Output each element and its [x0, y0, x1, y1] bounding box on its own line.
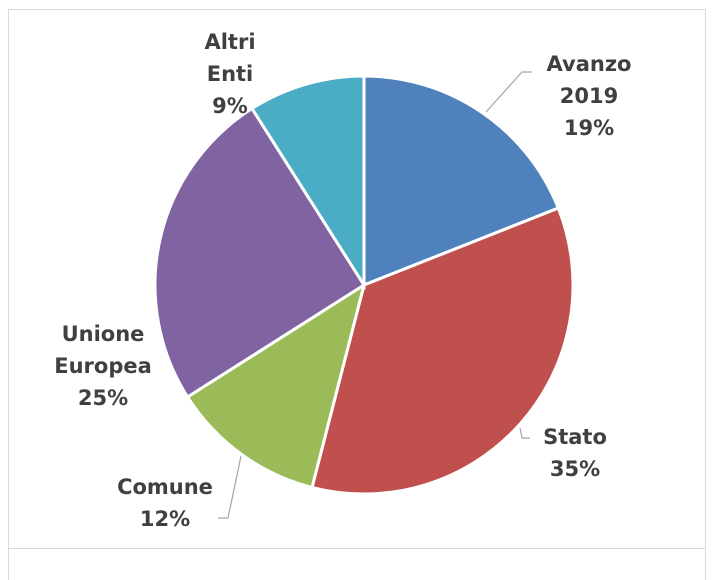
value-label: 35% [549, 457, 601, 481]
category-label: Altri Enti [204, 30, 256, 86]
pie-slice [310, 206, 575, 496]
slice-label: Altri Enti 9% [195, 26, 265, 122]
leader-line [485, 71, 532, 113]
pie-slice [249, 74, 366, 291]
category-label: Avanzo 2019 [546, 52, 632, 108]
pie-slice [362, 74, 561, 288]
slice-label: Comune 12% [95, 471, 235, 535]
slice-label: Avanzo 2019 19% [539, 48, 639, 144]
value-label: 25% [77, 386, 129, 410]
chart-border [8, 9, 706, 549]
category-label: Unione Europea [54, 322, 152, 378]
slice-label: Stato 35% [525, 421, 625, 485]
pie-slice [153, 106, 367, 400]
category-label: Stato [543, 425, 607, 449]
leader-line [218, 455, 242, 519]
pie-slice [185, 281, 367, 490]
value-label: 19% [563, 116, 615, 140]
value-label: 12% [139, 507, 191, 531]
slice-label: Unione Europea 25% [33, 318, 173, 414]
category-label: Comune [117, 475, 213, 499]
value-label: 9% [212, 94, 248, 118]
leader-line [519, 427, 530, 439]
